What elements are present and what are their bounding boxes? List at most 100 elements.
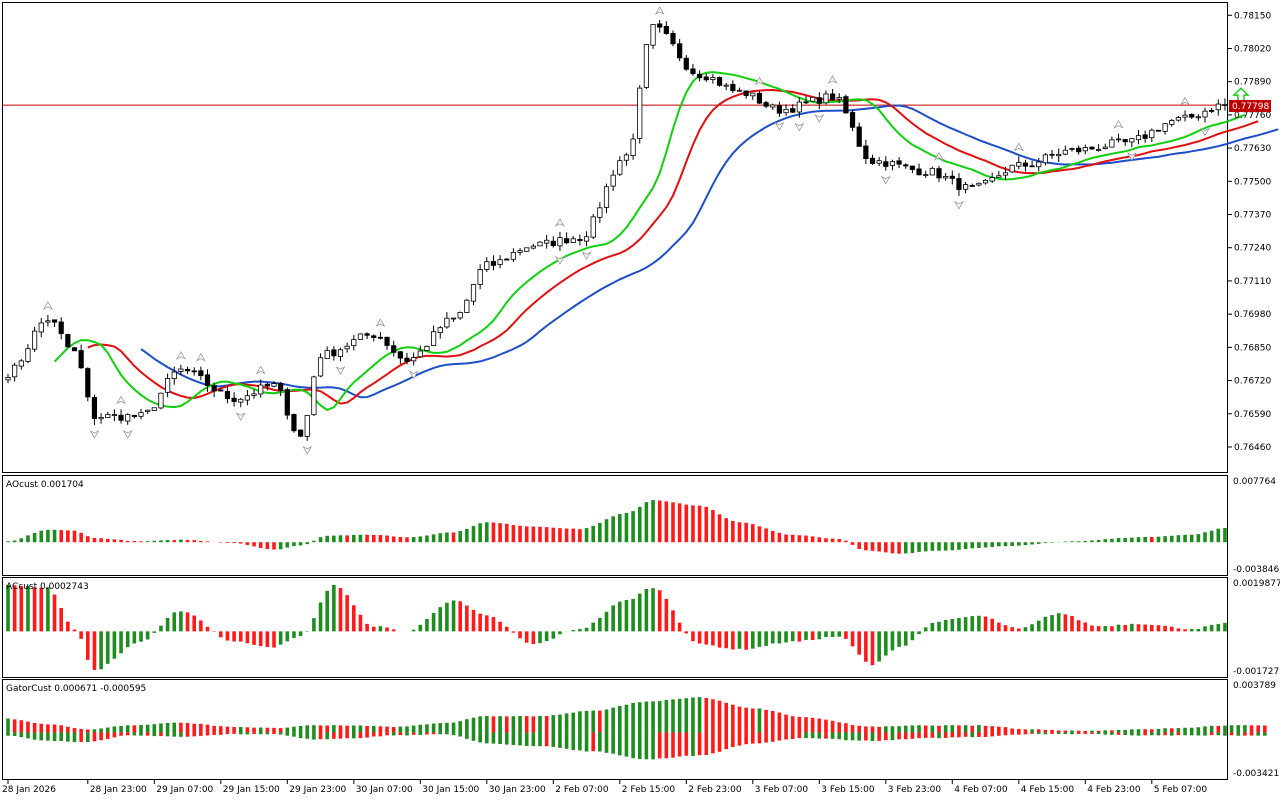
price-tick-label: 0.77240 — [1234, 244, 1271, 254]
candle-body — [1115, 138, 1122, 141]
candle-body — [377, 336, 384, 339]
candle-body — [98, 417, 104, 420]
candle-body — [490, 261, 497, 266]
candle-body — [849, 112, 856, 128]
candle-body — [284, 389, 290, 416]
candle-body — [417, 350, 423, 358]
candle-body — [1009, 164, 1015, 173]
candle-body — [537, 241, 543, 247]
candle-body — [444, 317, 450, 328]
price-tick-label: 0.78020 — [1234, 44, 1271, 54]
ao-histogram — [6, 500, 1227, 554]
candle-body — [311, 376, 317, 416]
ac-histogram — [6, 584, 1227, 670]
candle-body — [497, 259, 503, 265]
candle-body — [12, 364, 18, 378]
candle-body — [943, 176, 949, 179]
candle-body — [404, 357, 410, 363]
candle-body — [776, 105, 783, 114]
fractal-up-arrow — [255, 365, 266, 375]
time-tick-label: 5 Feb 07:00 — [1154, 785, 1208, 795]
candle-body — [171, 371, 177, 379]
candle-body — [1122, 139, 1128, 143]
fractal-down-arrow — [408, 370, 419, 380]
time-tick-label: 2 Feb 15:00 — [622, 785, 676, 795]
candle-body — [896, 160, 902, 165]
candle-body — [198, 370, 204, 376]
candle-body — [1089, 146, 1095, 150]
candle-body — [803, 101, 809, 104]
candle-body — [630, 138, 636, 157]
candle-body — [743, 90, 749, 96]
candle-body — [564, 238, 570, 244]
candle-body — [517, 250, 523, 253]
candle-body — [756, 92, 763, 104]
candle-body — [1182, 114, 1188, 118]
candle-body — [391, 345, 397, 353]
time-tick-label: 3 Feb 15:00 — [821, 785, 875, 795]
time-tick-label: 30 Jan 15:00 — [422, 785, 479, 795]
candle-body — [450, 317, 457, 320]
candle-body — [550, 240, 556, 247]
candle-body — [590, 216, 596, 238]
candle-body — [204, 374, 211, 386]
candle-body — [224, 390, 231, 400]
candle-body — [936, 168, 942, 179]
candle-body — [65, 334, 71, 348]
time-tick-label: 28 Jan 23:00 — [90, 785, 147, 795]
candle-body — [264, 383, 270, 387]
alligator-lips-line — [53, 71, 1246, 412]
candle-body — [883, 161, 889, 167]
candle-body — [843, 96, 849, 114]
candle-body — [723, 84, 729, 87]
fractal-down-arrow — [953, 200, 964, 210]
candle-body — [477, 269, 483, 285]
ao-max-label: 0.007764 — [1233, 477, 1276, 487]
candle-body — [371, 335, 377, 338]
candle-body — [1195, 116, 1201, 119]
candle-body — [1022, 162, 1029, 167]
candle-body — [1175, 117, 1181, 121]
candle-body — [570, 238, 576, 243]
ao-indicator-panel[interactable] — [2, 475, 1228, 576]
candle-body — [876, 160, 882, 164]
time-tick-label: 30 Jan 23:00 — [489, 785, 546, 795]
candle-body — [464, 299, 470, 313]
candle-body — [18, 360, 24, 367]
candle-body — [790, 108, 796, 113]
time-tick-label: 4 Feb 07:00 — [954, 785, 1008, 795]
candle-body — [1102, 146, 1108, 149]
fractal-up-arrow — [654, 6, 665, 15]
candle-body — [810, 96, 816, 102]
candle-body — [856, 126, 862, 147]
candle-body — [231, 397, 237, 402]
candle-body — [191, 370, 197, 373]
price-axis: 0.78150 0.78020 0.77890 0.77760 0.77630 0.775… — [1228, 11, 1271, 453]
candle-body — [577, 239, 583, 241]
candle-body — [1189, 114, 1195, 118]
candle-body — [58, 321, 64, 334]
candle-body — [697, 73, 703, 79]
candle-body — [637, 87, 643, 139]
candle-body — [251, 393, 257, 396]
price-tick-label: 0.76720 — [1234, 377, 1271, 387]
candle-body — [1169, 120, 1175, 125]
price-tick-label: 0.77760 — [1234, 111, 1271, 121]
price-tick-label: 0.77890 — [1234, 78, 1271, 88]
candle-body — [736, 89, 743, 92]
candle-body — [982, 179, 989, 184]
price-series — [2, 6, 1279, 455]
candle-body — [1076, 147, 1082, 153]
candle-body — [51, 319, 58, 323]
candle-body — [557, 237, 563, 247]
candle-body — [1069, 148, 1075, 150]
candle-body — [1162, 123, 1168, 132]
fractal-down-arrow — [554, 255, 565, 265]
candle-body — [710, 77, 716, 80]
candle-body — [1062, 149, 1068, 155]
ac-label: ACcust 0.0002743 — [6, 582, 89, 592]
fractal-down-arrow — [774, 121, 785, 131]
candle-body — [5, 376, 11, 381]
